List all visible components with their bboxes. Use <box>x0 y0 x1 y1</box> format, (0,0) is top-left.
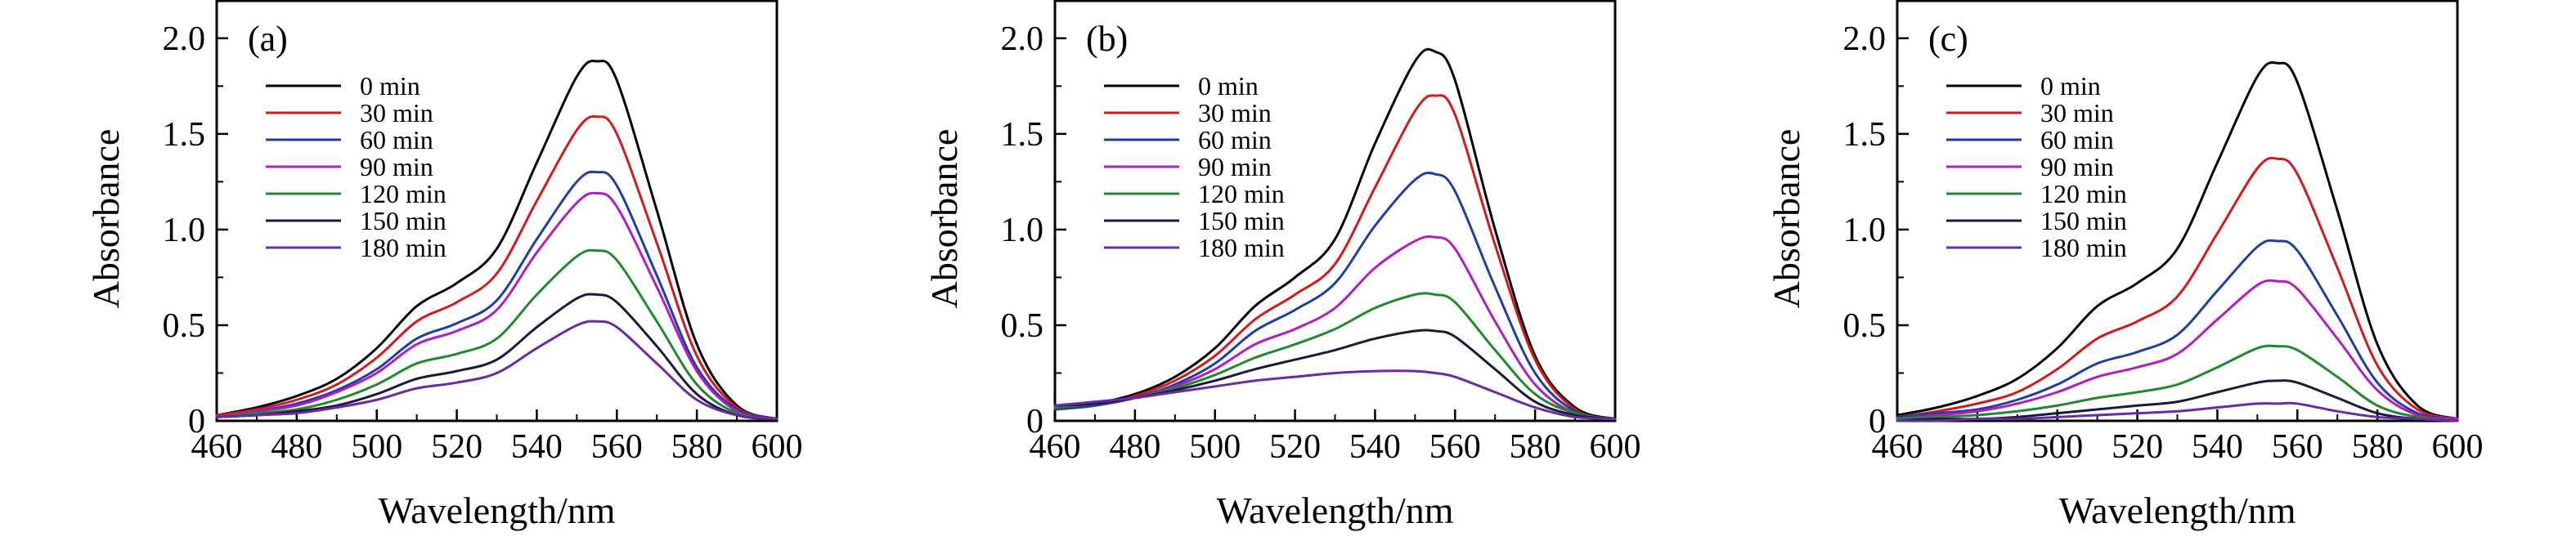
x-tick-label: 560 <box>1429 428 1481 466</box>
legend-label: 180 min <box>360 233 447 262</box>
y-tick-label: 1.5 <box>163 116 206 154</box>
legend-label: 150 min <box>360 206 447 235</box>
x-tick-label: 460 <box>1872 428 1923 466</box>
series-line-120-min <box>215 248 779 421</box>
series-line-30-min <box>1896 156 2459 421</box>
legend-label: 30 min <box>360 98 433 127</box>
x-tick-label: 580 <box>1510 428 1561 466</box>
x-tick-label: 560 <box>2272 428 2323 466</box>
series-line-60-min <box>215 170 779 421</box>
x-tick-label: 540 <box>511 428 563 466</box>
series-line-180-min <box>215 320 779 421</box>
series-line-30-min <box>215 115 779 421</box>
y-tick-label: 0 <box>188 403 205 440</box>
x-tick-label: 600 <box>1590 428 1641 466</box>
series-line-150-min <box>215 293 779 421</box>
legend-label: 150 min <box>1198 206 1285 235</box>
y-tick-label: 1.0 <box>1843 212 1887 249</box>
plot-frame <box>1053 0 1617 423</box>
x-tick-label: 480 <box>1951 428 2003 466</box>
x-tick-label: 600 <box>2432 428 2484 466</box>
legend-label: 60 min <box>1198 125 1272 154</box>
x-axis-title: Wavelength/nm <box>378 490 615 531</box>
x-tick-label: 520 <box>431 428 482 466</box>
chart-panel-a: 460 480 500 520 540 560 580 600 0 0.5 1.0 1.5 2.0 Wav… <box>85 0 803 531</box>
y-tick-label: 1.5 <box>1001 116 1044 154</box>
legend-label: 60 min <box>360 125 433 154</box>
legend-label: 120 min <box>2040 179 2127 208</box>
x-tick-label: 540 <box>1349 428 1401 466</box>
y-tick-label: 2.0 <box>1001 20 1044 58</box>
x-tick-label: 560 <box>591 428 643 466</box>
series-line-0-min <box>1053 47 1617 421</box>
y-tick-label: 0 <box>1026 403 1043 440</box>
series-line-60-min <box>1896 239 2459 421</box>
legend-label: 180 min <box>1198 233 1285 262</box>
y-tick-label: 0.5 <box>1001 307 1044 345</box>
x-tick-label: 500 <box>351 428 402 466</box>
x-tick-label: 500 <box>1189 428 1241 466</box>
series-line-180-min <box>1896 401 2459 423</box>
chart-panel-c: 460 480 500 520 540 560 580 600 0 0.5 1.0 1.5 2.0 Wav… <box>1766 0 2484 531</box>
x-tick-label: 460 <box>1030 428 1081 466</box>
y-tick-label: 1.0 <box>1001 212 1044 249</box>
x-tick-label: 520 <box>2112 428 2163 466</box>
x-tick-label: 500 <box>2031 428 2083 466</box>
series-line-30-min <box>1053 94 1617 421</box>
y-tick-label: 0.5 <box>1843 307 1887 345</box>
legend-label: 120 min <box>360 179 447 208</box>
series-line-120-min <box>1896 344 2459 423</box>
legend-label: 0 min <box>360 71 420 101</box>
y-tick-label: 1.0 <box>163 212 206 249</box>
x-tick-label: 580 <box>2352 428 2403 466</box>
x-axis-title: Wavelength/nm <box>2058 490 2296 531</box>
x-tick-label: 480 <box>271 428 322 466</box>
x-tick-label: 580 <box>671 428 723 466</box>
x-tick-label: 600 <box>752 428 803 466</box>
legend-label: 0 min <box>1198 71 1259 101</box>
x-tick-label: 540 <box>2192 428 2243 466</box>
legend-label: 90 min <box>360 152 433 181</box>
series-line-60-min <box>1053 171 1617 421</box>
legend-label: 30 min <box>1198 98 1272 127</box>
panel-label: (c) <box>1928 19 1968 59</box>
series-line-0-min <box>1896 60 2459 421</box>
legend-label: 120 min <box>1198 179 1285 208</box>
legend-label: 60 min <box>2040 125 2114 154</box>
series-line-180-min <box>1053 369 1617 421</box>
series-line-90-min <box>1896 279 2459 421</box>
y-axis-title: Absorbance <box>85 129 127 309</box>
panel-label: (b) <box>1086 19 1128 59</box>
legend-label: 150 min <box>2040 206 2127 235</box>
series-line-90-min <box>215 191 779 421</box>
y-axis-title: Absorbance <box>923 129 965 309</box>
legend-label: 180 min <box>2040 233 2127 262</box>
y-tick-label: 1.5 <box>1843 116 1887 154</box>
y-tick-label: 0.5 <box>163 307 206 345</box>
x-tick-label: 520 <box>1269 428 1321 466</box>
legend-label: 90 min <box>1198 152 1272 181</box>
series-line-0-min <box>215 60 779 421</box>
legend-label: 90 min <box>2040 152 2114 181</box>
chart-panel-b: 460 480 500 520 540 560 580 600 0 0.5 1.0 1.5 2.0 Wav… <box>923 0 1641 531</box>
panel-label: (a) <box>248 19 288 59</box>
y-tick-label: 2.0 <box>1843 20 1887 58</box>
y-axis-title: Absorbance <box>1766 129 1807 309</box>
y-tick-label: 0 <box>1869 403 1886 440</box>
x-tick-label: 480 <box>1109 428 1160 466</box>
x-axis-title: Wavelength/nm <box>1216 490 1453 531</box>
y-tick-label: 2.0 <box>163 20 206 58</box>
legend-label: 0 min <box>2040 71 2101 101</box>
x-tick-label: 460 <box>191 428 243 466</box>
legend-label: 30 min <box>2040 98 2114 127</box>
